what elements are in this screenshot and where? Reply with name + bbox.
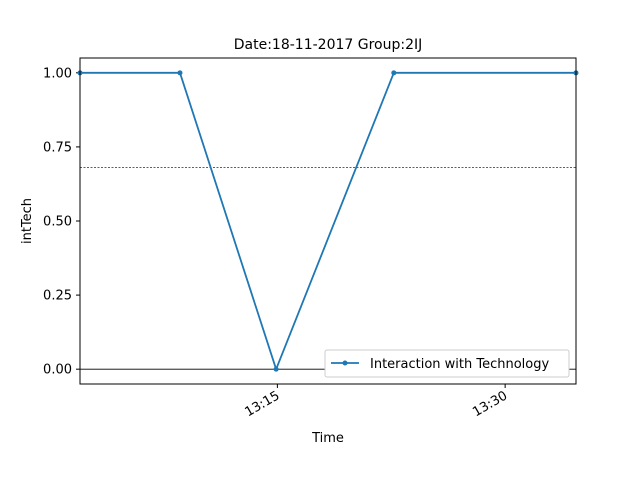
- legend-box: [324, 349, 570, 378]
- x-tick-label: 13:30: [470, 388, 510, 420]
- legend: Interaction with Technology: [324, 349, 570, 378]
- plot-frame: [79, 57, 577, 385]
- y-tick-label: 0.50: [43, 215, 72, 230]
- data-point: [391, 70, 397, 76]
- legend-marker: [342, 360, 348, 366]
- y-tick-label: 0.75: [43, 140, 72, 155]
- y-tick-label: 1.00: [43, 66, 72, 81]
- chart-title: Date:18-11-2017 Group:2IJ: [234, 37, 423, 53]
- data-point: [273, 366, 279, 372]
- x-tick-label: 13:15: [242, 388, 282, 420]
- series-line: [80, 71, 576, 371]
- legend-label: Interaction with Technology: [370, 357, 550, 372]
- y-axis-label: intTech: [20, 198, 35, 244]
- y-tick-label: 0.00: [43, 363, 72, 378]
- data-point: [177, 70, 183, 76]
- x-axis-label: Time: [311, 431, 344, 446]
- y-tick-label: 0.25: [43, 289, 72, 304]
